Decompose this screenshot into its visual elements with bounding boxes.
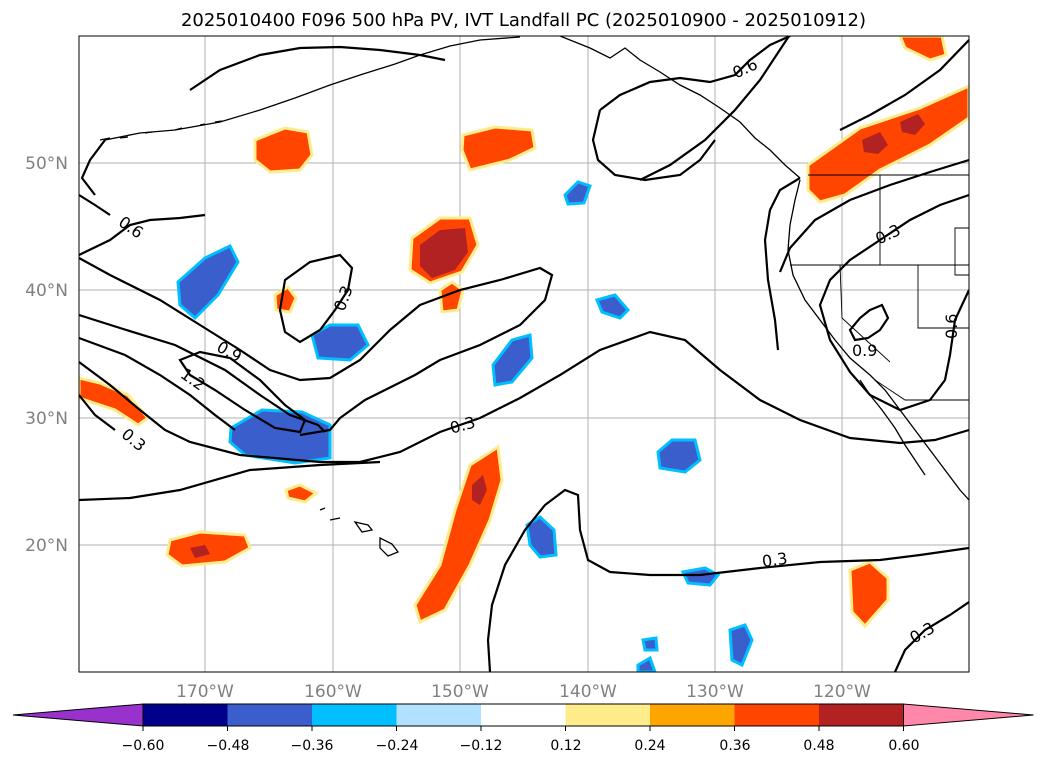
lon-label: 140°W	[559, 682, 617, 702]
anomaly-core	[190, 545, 210, 558]
anomaly-blob	[806, 84, 969, 204]
lon-label: 130°W	[686, 682, 744, 702]
lat-label: 40°N	[25, 281, 68, 301]
negative-anomaly-regions	[176, 180, 754, 672]
colorbar-tick-label: −0.60	[122, 738, 165, 754]
colorbar-tick-label: −0.48	[207, 738, 250, 754]
anomaly-blob	[728, 623, 754, 668]
contour-label: 0.3	[761, 549, 789, 571]
anomaly-blob	[438, 280, 465, 314]
pv-contour	[591, 36, 791, 182]
colorbar-segment	[650, 704, 735, 726]
lon-label: 170°W	[176, 682, 234, 702]
coastlines	[99, 36, 969, 557]
colorbar-tick-label: 0.24	[634, 738, 665, 754]
pv-contour	[763, 158, 969, 351]
pv-contour	[79, 330, 969, 464]
colorbar-segment	[481, 704, 566, 726]
colorbar-segment	[734, 704, 819, 726]
anomaly-core	[862, 132, 888, 154]
pv-contour	[79, 313, 326, 433]
colorbar-segment	[819, 704, 904, 726]
colorbar-segment	[12, 703, 144, 727]
pv-contour	[893, 601, 969, 672]
anomaly-blob	[848, 560, 890, 629]
anomaly-blob	[460, 125, 537, 172]
anomaly-blob	[79, 376, 151, 427]
colorbar-ticks: −0.60 −0.48 −0.36 −0.24 −0.12 0.12 0.24 …	[122, 738, 920, 754]
colorbar-segment	[903, 703, 1034, 727]
contour-label: 0.6	[942, 314, 961, 339]
pv-contour	[486, 488, 969, 672]
colorbar-tick-label: 0.48	[803, 738, 834, 754]
anomaly-core	[420, 228, 468, 278]
colorbar-frame	[142, 703, 904, 727]
anomaly-blob	[253, 126, 314, 174]
pv-contour	[79, 394, 381, 502]
colorbar-segment	[227, 704, 312, 726]
colorbar-tick-label: 0.60	[888, 738, 919, 754]
anomaly-blob	[284, 483, 319, 504]
pv-contour	[639, 36, 969, 181]
lat-label: 50°N	[25, 154, 68, 174]
anomaly-blob	[491, 333, 534, 387]
lat-label: 30°N	[25, 409, 68, 429]
anomaly-blob	[656, 438, 702, 474]
west-coast	[787, 179, 969, 501]
colorbar	[12, 703, 1034, 731]
anomaly-blob	[594, 293, 631, 320]
colorbar-segment	[396, 704, 481, 726]
anomaly-blob	[525, 515, 558, 559]
anomaly-blob	[636, 655, 657, 672]
colorbar-tick-label: −0.36	[291, 738, 334, 754]
colorbar-tick-label: −0.12	[460, 738, 503, 754]
anomaly-core	[472, 475, 487, 505]
pv-contour	[848, 303, 890, 342]
pv-contour	[818, 193, 969, 412]
anomaly-blob	[563, 180, 592, 206]
pv-contour	[79, 257, 554, 437]
pv-contours	[79, 36, 969, 672]
colorbar-tick-label: −0.24	[376, 738, 419, 754]
colorbar-tick-label: 0.36	[719, 738, 750, 754]
anomaly-blob	[176, 244, 240, 321]
anomaly-blob	[310, 323, 370, 362]
anomaly-blob	[228, 408, 332, 465]
colorbar-segment	[143, 704, 228, 726]
pv-contour	[178, 350, 307, 434]
lon-label: 120°W	[813, 682, 871, 702]
hawaii-islands	[319, 507, 400, 557]
colorbar-segment	[312, 704, 397, 726]
colorbar-segment	[565, 704, 650, 726]
lon-label: 160°W	[304, 682, 362, 702]
strong-positive-cores	[190, 114, 925, 558]
lon-label: 150°W	[431, 682, 489, 702]
pv-contour	[79, 336, 236, 431]
pv-contour	[278, 253, 354, 344]
anomaly-blob	[641, 636, 659, 652]
pv-contour	[79, 45, 446, 256]
colorbar-tick-label: 0.12	[550, 738, 581, 754]
longitude-labels: 170°W 160°W 150°W 140°W 130°W 120°W	[176, 682, 871, 702]
anomaly-blob	[165, 530, 252, 568]
map-title: 2025010400 F096 500 hPa PV, IVT Landfall…	[180, 10, 867, 31]
latitude-labels: 50°N 40°N 30°N 20°N	[25, 154, 68, 556]
contour-label: 0.9	[852, 341, 877, 360]
anomaly-blob	[680, 566, 721, 587]
us-borders	[790, 174, 969, 401]
anomaly-core	[900, 114, 925, 135]
positive-anomaly-regions	[79, 36, 969, 629]
aleutian-islands	[99, 120, 223, 141]
anomaly-blob	[898, 36, 948, 62]
plot-frame	[78, 35, 970, 673]
lat-label: 20°N	[25, 536, 68, 556]
